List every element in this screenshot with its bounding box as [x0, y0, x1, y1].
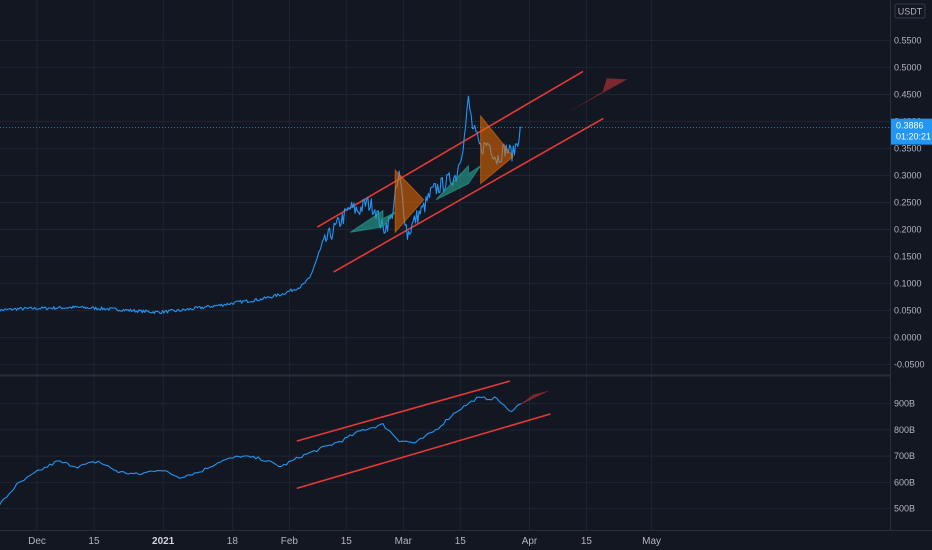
indicator-projection-arrow: [517, 390, 550, 407]
currency-badge[interactable]: USDT: [894, 3, 926, 19]
price-tick-label: 0.1000: [894, 279, 922, 289]
time-tick-label: Mar: [395, 536, 413, 547]
price-tick-label: 0.0000: [894, 333, 922, 343]
price-tick-label: 0.1500: [894, 252, 922, 262]
indicator-tick-label: 700B: [894, 451, 915, 461]
time-tick-label: 15: [341, 536, 353, 547]
indicator-axis[interactable]: 900B 800B 700B 600B 500B: [894, 399, 915, 514]
pennant-triangle: [480, 114, 514, 185]
indicator-tick-label: 500B: [894, 504, 915, 514]
projection-arrow-head: [602, 78, 628, 92]
flag-arrow: [435, 164, 482, 201]
channel-upper-line: [317, 70, 584, 228]
countdown-value: 01:20:21: [896, 132, 931, 142]
indicator-tick-label: 600B: [894, 477, 915, 487]
price-tick-label: 0.5000: [894, 62, 922, 72]
indicator-tick-label: 800B: [894, 425, 915, 435]
currency-label: USDT: [898, 7, 923, 17]
current-price-label: 0.3886 01:20:21: [891, 118, 932, 145]
time-tick-label: 15: [88, 536, 100, 547]
price-series: [0, 95, 522, 315]
price-axis[interactable]: 0.55000.50000.45000.40000.35000.30000.25…: [894, 35, 925, 369]
price-tick-label: 0.2500: [894, 198, 922, 208]
price-tick-label: -0.0500: [894, 360, 925, 370]
price-drawings[interactable]: [317, 70, 604, 273]
price-tick-label: 0.3000: [894, 170, 922, 180]
indicator-tick-label: 900B: [894, 399, 915, 409]
price-tick-label: 0.0500: [894, 306, 922, 316]
price-tick-label: 0.3500: [894, 143, 922, 153]
time-tick-label: 18: [227, 536, 239, 547]
time-tick-label: Dec: [28, 536, 46, 547]
time-axis[interactable]: Dec 15 2021 18 Feb 15 Mar 15 Apr 15 May: [28, 536, 661, 547]
indicator-channel-upper: [296, 380, 510, 442]
channel-lower-line: [333, 117, 604, 273]
price-tick-label: 0.2000: [894, 225, 922, 235]
price-line: [0, 95, 522, 315]
flag-arrow: [350, 209, 396, 233]
projection-arrow: [566, 79, 628, 114]
indicator-series: [0, 396, 522, 506]
current-price-value: 0.3886: [896, 121, 924, 131]
time-tick-label: Feb: [281, 536, 299, 547]
price-tick-label: 0.4500: [894, 89, 922, 99]
pennant-triangle: [394, 168, 425, 234]
time-tick-label: 2021: [152, 536, 175, 547]
time-tick-label: Apr: [522, 536, 538, 547]
time-tick-label: 15: [455, 536, 467, 547]
indicator-channel-lower: [296, 413, 551, 489]
grid-lines: [0, 0, 890, 530]
indicator-line: [0, 396, 522, 506]
price-overlays[interactable]: [350, 78, 628, 234]
time-tick-label: May: [642, 536, 661, 547]
indicator-drawings[interactable]: [296, 380, 551, 489]
price-tick-label: 0.5500: [894, 35, 922, 45]
time-tick-label: 15: [581, 536, 593, 547]
